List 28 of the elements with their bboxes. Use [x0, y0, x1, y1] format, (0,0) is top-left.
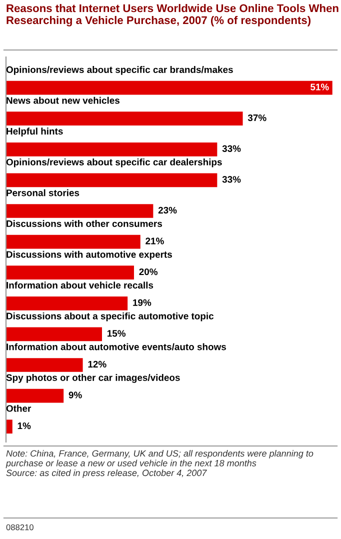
data-label: 12%: [88, 360, 106, 368]
data-label: 15%: [107, 330, 126, 337]
data-label: 23%: [158, 206, 177, 214]
data-label: 37%: [248, 114, 266, 122]
data-label: 51%: [310, 84, 329, 90]
data-label: 33%: [222, 176, 241, 183]
data-label: 21%: [146, 238, 164, 244]
source-note: Source: as cited in press release, October 4, 2007: [6, 469, 208, 478]
data-label: 33%: [222, 145, 241, 152]
y-tick-label: Discussions with other consumers: [6, 220, 162, 227]
y-tick-label: Discussions about a specific automotive topic: [6, 312, 214, 322]
y-tick-label: Discussions with automotive experts: [6, 250, 172, 260]
data-label: 9%: [68, 392, 82, 398]
y-tick-label: Information about vehicle recalls: [6, 282, 154, 289]
y-tick-label: Information about automotive events/auto shows: [6, 343, 226, 350]
data-label: 19%: [133, 299, 152, 306]
y-tick-label: Personal stories: [6, 189, 80, 196]
y-tick-label: News about new vehicles: [6, 96, 120, 104]
data-label: 1%: [18, 422, 31, 430]
y-tick-label: Spy photos or other car images/videos: [6, 374, 180, 383]
y-tick-label: Opinions/reviews about specific car dealerships: [6, 158, 222, 168]
text: Note: China, France, Germany, UK and US; all respondents were planning to purchase or lease a new or used vehicle in the next 18 months: [6, 450, 314, 468]
y-tick-label: Other: [6, 404, 32, 412]
y-tick-label: Opinions/reviews about specific car brands/makes: [6, 66, 233, 75]
text: 088210: [6, 524, 34, 530]
y-tick-label: Helpful hints: [6, 128, 63, 136]
chart-title: Reasons that Internet Users Worldwide Use Online Tools When Researching a Vehicle Purchase, 2007 (% of respondents): [6, 4, 338, 26]
data-label: 20%: [139, 268, 158, 276]
